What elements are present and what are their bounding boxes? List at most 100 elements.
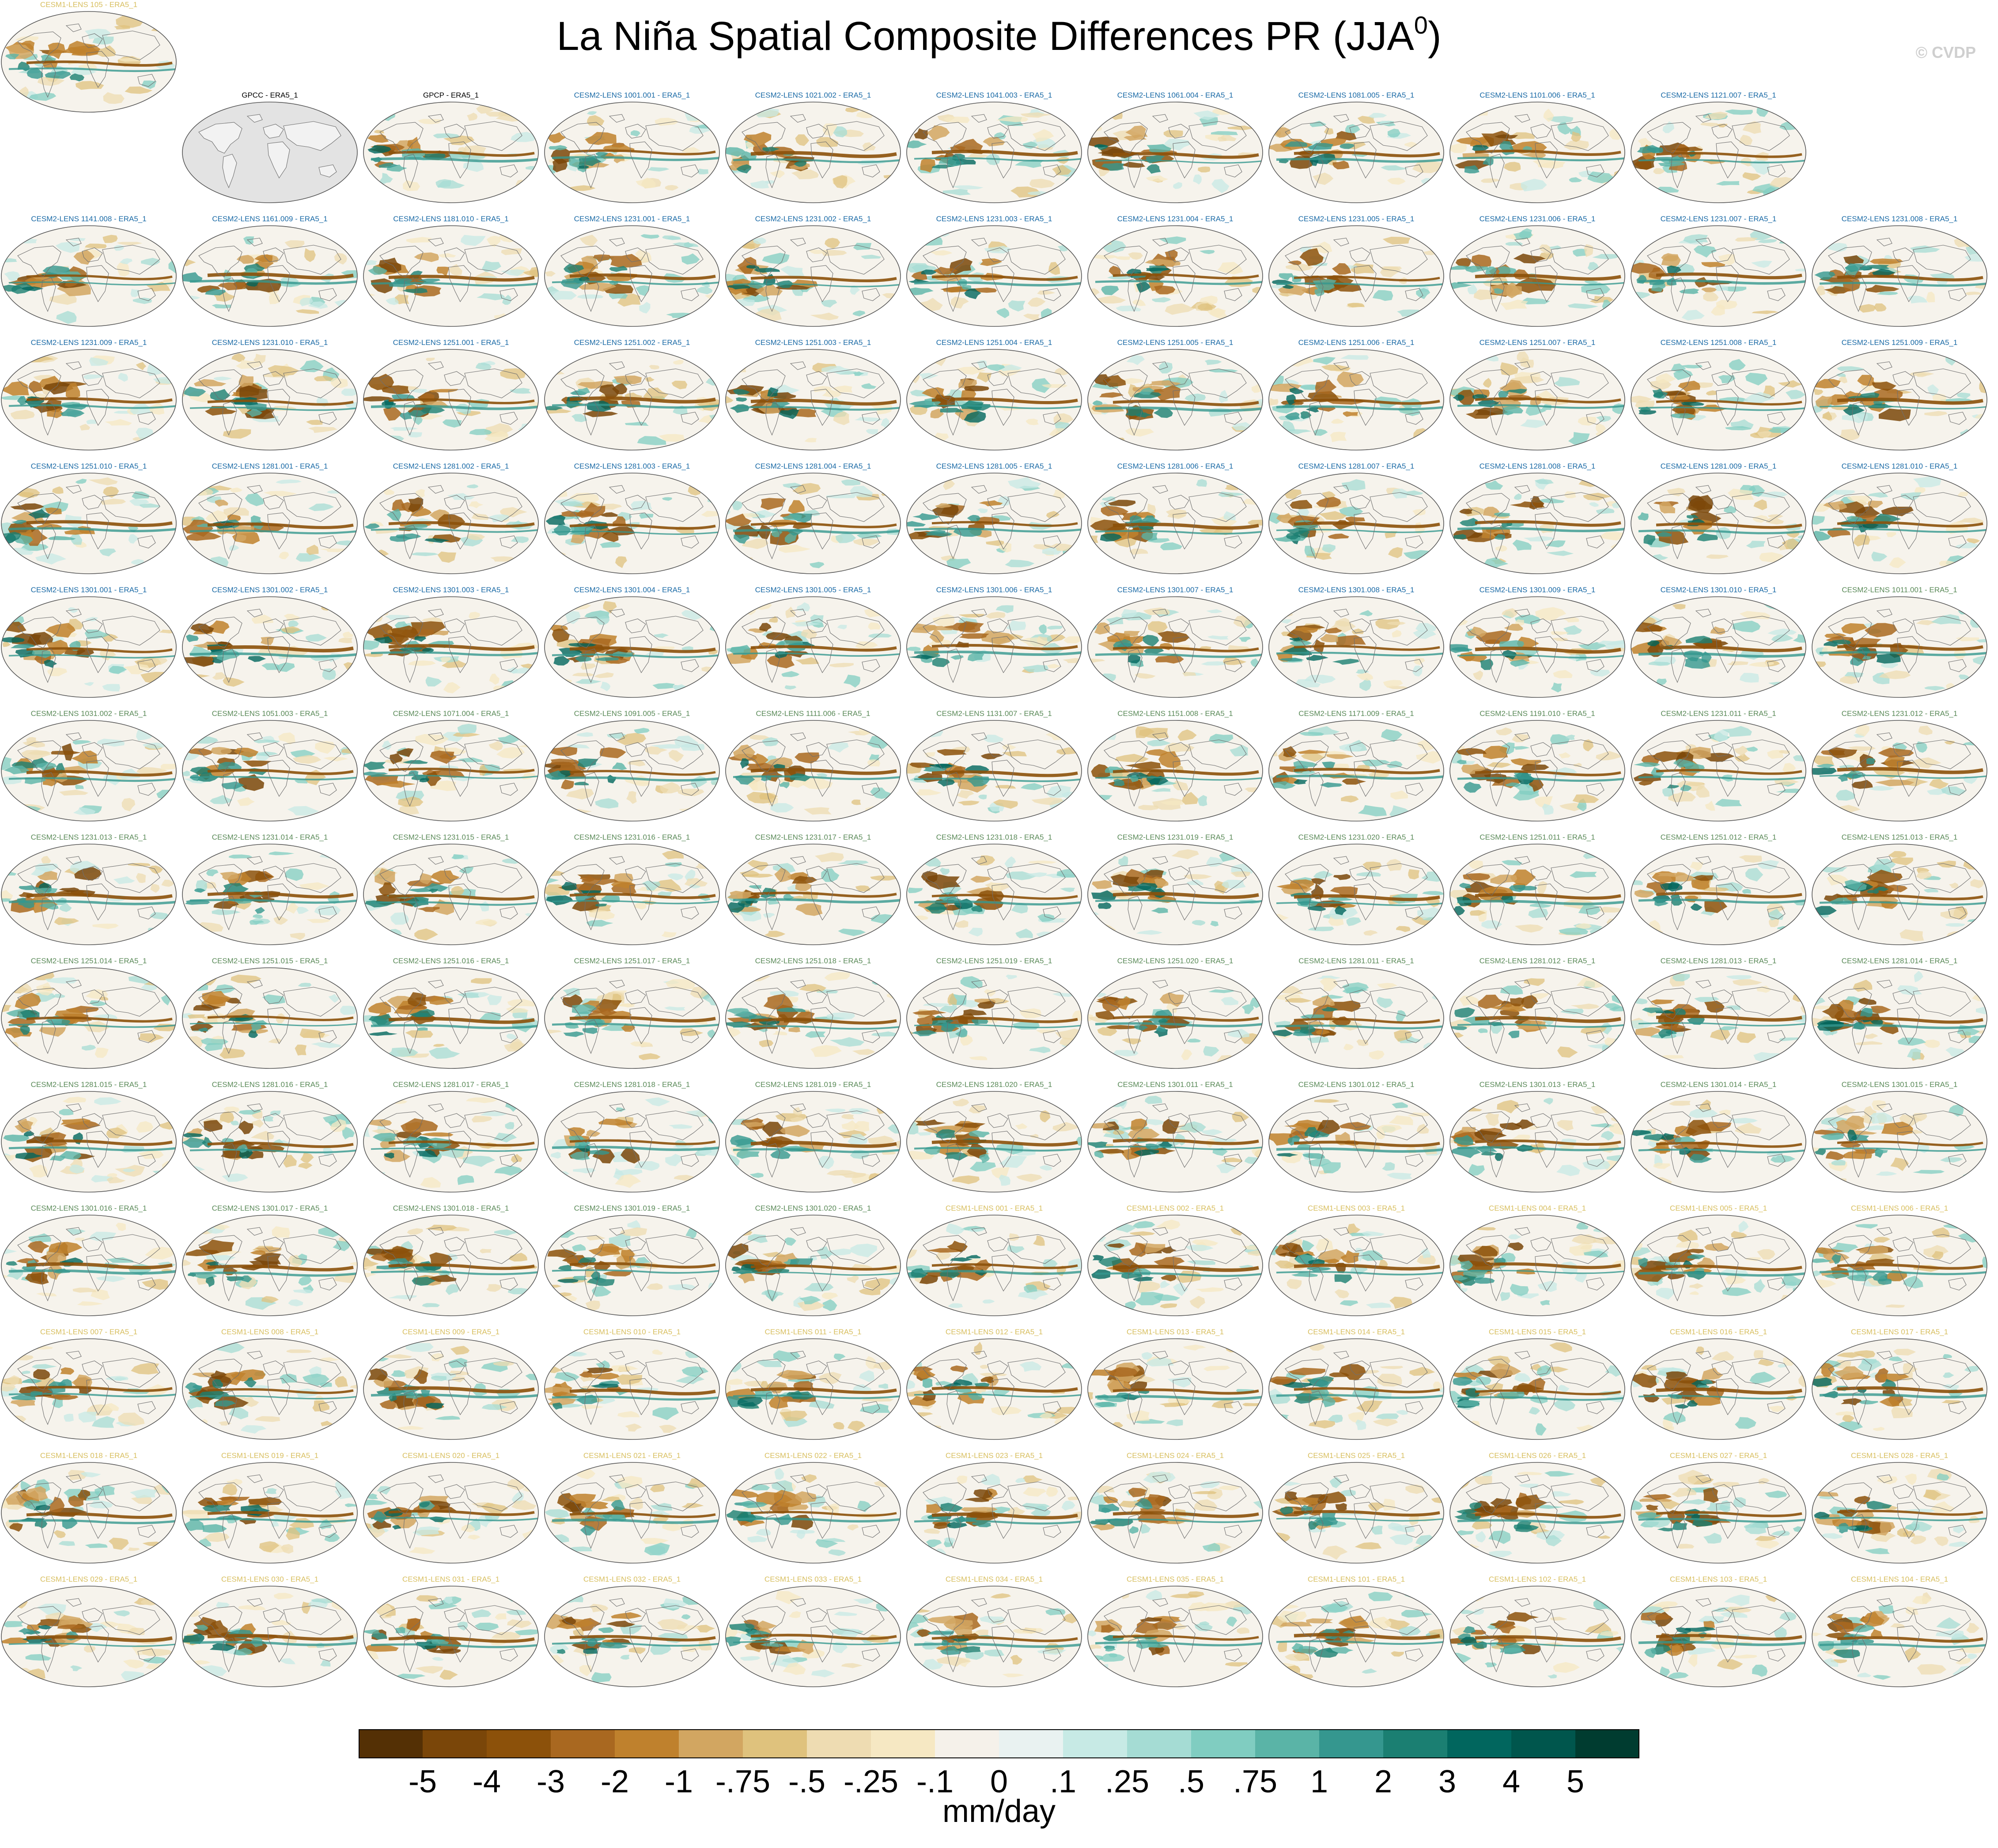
panel-map	[906, 1091, 1082, 1193]
map-panel: CESM2-LENS 1281.009 - ERA5_1	[1630, 462, 1807, 575]
map-panel: CESM2-LENS 1251.006 - ERA5_1	[1268, 338, 1445, 451]
panel-title: CESM2-LENS 1281.016 - ERA5_1	[212, 1080, 328, 1089]
map-panel: CESM2-LENS 1231.017 - ERA5_1	[724, 833, 902, 946]
map-panel: CESM2-LENS 1301.008 - ERA5_1	[1268, 585, 1445, 698]
map-panel: CESM2-LENS 1101.006 - ERA5_1	[1449, 91, 1626, 204]
panel-map	[544, 596, 720, 698]
map-panel: CESM1-LENS 031 - ERA5_1	[362, 1575, 540, 1688]
map-panel: CESM2-LENS 1091.005 - ERA5_1	[543, 709, 721, 822]
map-panel: CESM2-LENS 1251.001 - ERA5_1	[362, 338, 540, 451]
colorbar-swatch	[551, 1730, 615, 1758]
colorbar-tick-label: .25	[1105, 1764, 1150, 1799]
panel-map	[1087, 473, 1263, 574]
figure-title: La Niña Spatial Composite Differences PR…	[0, 11, 1998, 60]
map-panel: CESM2-LENS 1251.012 - ERA5_1	[1630, 833, 1807, 946]
panel-map	[1449, 1338, 1625, 1440]
panel-title: CESM2-LENS 1081.005 - ERA5_1	[1298, 91, 1415, 99]
panel-title: CESM2-LENS 1251.002 - ERA5_1	[574, 338, 690, 347]
colorbar-swatch	[999, 1730, 1063, 1758]
panel-map	[544, 967, 720, 1069]
map-panel: CESM2-LENS 1131.007 - ERA5_1	[905, 709, 1083, 822]
panel-map	[1087, 225, 1263, 327]
panel-title: CESM2-LENS 1301.005 - ERA5_1	[755, 586, 871, 594]
map-panel: CESM2-LENS 1301.004 - ERA5_1	[543, 585, 721, 698]
panel-map	[544, 473, 720, 574]
panel-map	[1812, 225, 1987, 327]
map-panel: CESM2-LENS 1041.003 - ERA5_1	[905, 91, 1083, 204]
panel-map	[1449, 225, 1625, 327]
panel-map	[1, 225, 177, 327]
panel-map	[725, 225, 901, 327]
panel-title: CESM2-LENS 1281.011 - ERA5_1	[1298, 957, 1414, 965]
map-panel: CESM2-LENS 1251.007 - ERA5_1	[1449, 338, 1626, 451]
panel-map	[725, 1586, 901, 1687]
panel-title: CESM2-LENS 1251.005 - ERA5_1	[1117, 338, 1234, 347]
panel-title: CESM2-LENS 1251.006 - ERA5_1	[1298, 338, 1415, 347]
panel-title: CESM2-LENS 1301.001 - ERA5_1	[30, 586, 147, 594]
colorbar-tick-label: 0	[990, 1764, 1008, 1799]
panel-map	[906, 225, 1082, 327]
panel-title: CESM2-LENS 1281.002 - ERA5_1	[393, 462, 509, 470]
map-panel: CESM1-LENS 026 - ERA5_1	[1449, 1451, 1626, 1564]
panel-title: CESM2-LENS 1251.011 - ERA5_1	[1480, 833, 1595, 841]
panel-title: CESM1-LENS 008 - ERA5_1	[221, 1328, 319, 1336]
panel-title: CESM2-LENS 1301.020 - ERA5_1	[755, 1204, 871, 1212]
panel-title: CESM1-LENS 014 - ERA5_1	[1307, 1328, 1405, 1336]
panel-map	[1449, 1462, 1625, 1564]
panel-title: CESM1-LENS 020 - ERA5_1	[402, 1451, 500, 1460]
panel-map	[1812, 967, 1987, 1069]
panel-title: CESM1-LENS 012 - ERA5_1	[945, 1328, 1043, 1336]
colorbar-swatch	[1511, 1730, 1576, 1758]
panel-title: CESM1-LENS 028 - ERA5_1	[1850, 1451, 1949, 1460]
panel-map	[1268, 349, 1444, 451]
panel-title: CESM2-LENS 1251.020 - ERA5_1	[1117, 957, 1234, 965]
map-panel: CESM2-LENS 1281.017 - ERA5_1	[362, 1080, 540, 1193]
map-panel: CESM1-LENS 004 - ERA5_1	[1449, 1204, 1626, 1317]
panel-map	[1, 596, 177, 698]
panel-map	[1812, 473, 1987, 574]
map-panel: CESM2-LENS 1281.004 - ERA5_1	[724, 462, 902, 575]
map-panel: CESM2-LENS 1251.011 - ERA5_1	[1449, 833, 1626, 946]
map-panel: CESM1-LENS 013 - ERA5_1	[1086, 1327, 1264, 1440]
map-panel: CESM2-LENS 1281.003 - ERA5_1	[543, 462, 721, 575]
colorbar-units: mm/day	[942, 1794, 1056, 1829]
title-superscript: 0	[1414, 11, 1428, 39]
panel-map	[1449, 720, 1625, 822]
map-panel: CESM2-LENS 1281.011 - ERA5_1	[1268, 956, 1445, 1069]
panel-title: CESM2-LENS 1151.008 - ERA5_1	[1117, 709, 1233, 718]
colorbar-swatch	[1319, 1730, 1384, 1758]
panel-title: CESM2-LENS 1251.014 - ERA5_1	[30, 957, 147, 965]
map-panel: CESM1-LENS 003 - ERA5_1	[1268, 1204, 1445, 1317]
colorbar-swatch	[1191, 1730, 1256, 1758]
map-panel: CESM2-LENS 1231.019 - ERA5_1	[1086, 833, 1264, 946]
colorbar-swatch	[935, 1730, 999, 1758]
map-panel: CESM2-LENS 1231.013 - ERA5_1	[0, 833, 178, 946]
map-panel: CESM2-LENS 1231.006 - ERA5_1	[1449, 214, 1626, 327]
colorbar-swatch	[1127, 1730, 1192, 1758]
colorbar-swatch	[423, 1730, 487, 1758]
map-panel: CESM2-LENS 1281.014 - ERA5_1	[1811, 956, 1988, 1069]
panel-title: CESM2-LENS 1091.005 - ERA5_1	[574, 709, 690, 718]
map-panel: CESM1-LENS 025 - ERA5_1	[1268, 1451, 1445, 1564]
map-panel: CESM2-LENS 1071.004 - ERA5_1	[362, 709, 540, 822]
panel-map	[725, 349, 901, 451]
colorbar-tick-label: -3	[536, 1764, 565, 1799]
panel-map	[544, 1462, 720, 1564]
map-panel: CESM2-LENS 1301.019 - ERA5_1	[543, 1204, 721, 1317]
panel-map	[363, 473, 539, 574]
panel-map	[1, 844, 177, 945]
panel-map	[906, 1586, 1082, 1687]
map-panel: CESM2-LENS 1001.001 - ERA5_1	[543, 91, 721, 204]
panel-map	[1631, 102, 1806, 203]
map-panel: CESM2-LENS 1251.002 - ERA5_1	[543, 338, 721, 451]
map-panel: CESM2-LENS 1251.005 - ERA5_1	[1086, 338, 1264, 451]
colorbar-tick-label: 5	[1566, 1764, 1585, 1799]
panel-map	[182, 1338, 358, 1440]
map-panel: CESM1-LENS 028 - ERA5_1	[1811, 1451, 1988, 1564]
panel-map	[1631, 596, 1806, 698]
panel-title: CESM1-LENS 034 - ERA5_1	[945, 1575, 1043, 1583]
panel-title: CESM2-LENS 1281.009 - ERA5_1	[1660, 462, 1777, 470]
panel-map	[1812, 844, 1987, 945]
panel-title: CESM1-LENS 002 - ERA5_1	[1126, 1204, 1224, 1212]
panel-map	[1087, 1586, 1263, 1687]
